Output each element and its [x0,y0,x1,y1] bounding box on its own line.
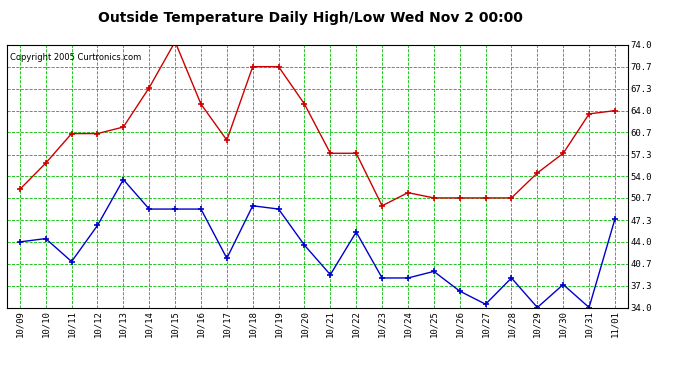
Text: Outside Temperature Daily High/Low Wed Nov 2 00:00: Outside Temperature Daily High/Low Wed N… [98,11,523,25]
Text: Copyright 2005 Curtronics.com: Copyright 2005 Curtronics.com [10,53,141,62]
